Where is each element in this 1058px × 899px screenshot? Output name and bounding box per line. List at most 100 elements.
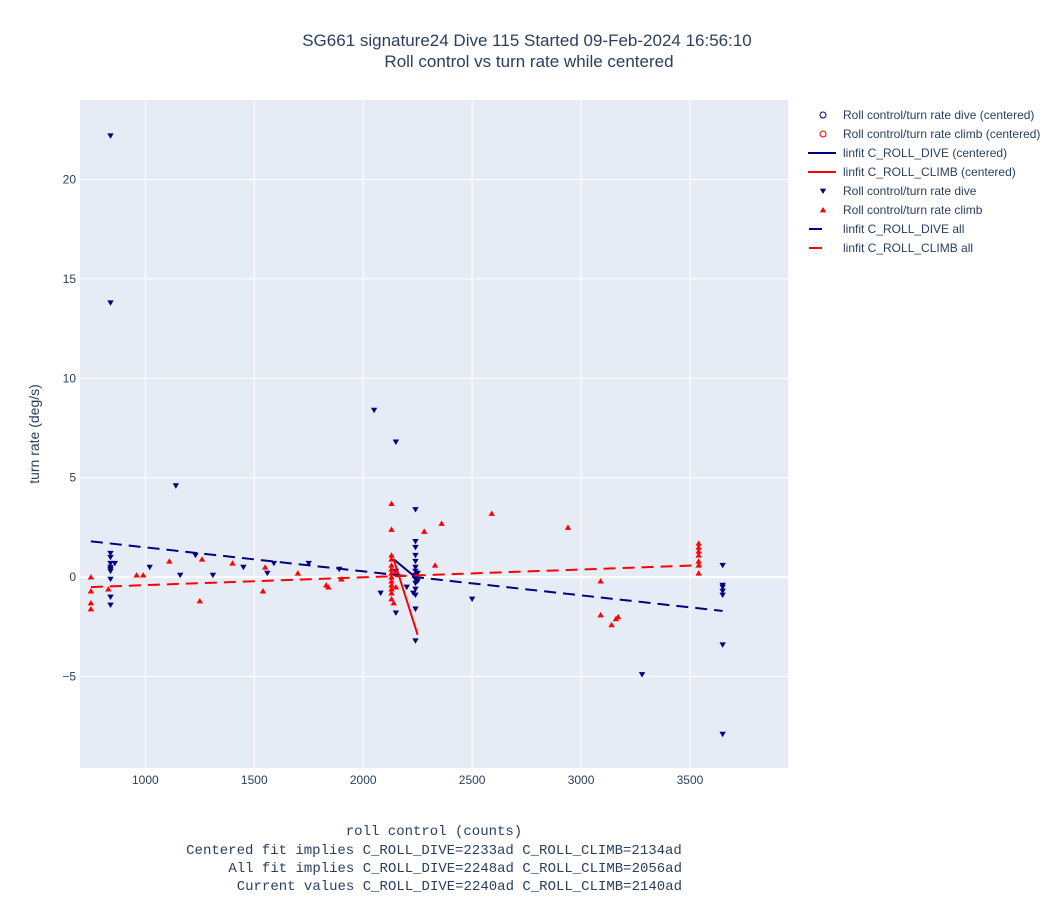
data-point [719, 592, 726, 599]
series-6 [90, 540, 723, 612]
data-point [87, 599, 95, 606]
legend-label: linfit C_ROLL_DIVE (centered) [843, 146, 1007, 160]
data-point [146, 564, 153, 571]
y-tick-label: 15 [63, 272, 77, 286]
data-point [388, 562, 395, 568]
data-point [412, 544, 419, 551]
chart-title: SG661 signature24 Dive 115 Started 09-Fe… [302, 31, 752, 50]
y-tick-label: 10 [63, 371, 77, 385]
legend-item: linfit C_ROLL_CLIMB (centered) [808, 165, 1016, 179]
data-point [695, 540, 702, 546]
data-point [392, 439, 400, 445]
data-point [107, 594, 114, 601]
legend-label: Roll control/turn rate climb (centered) [843, 127, 1040, 141]
data-point [107, 568, 114, 575]
data-point [638, 672, 646, 678]
data-point [597, 578, 604, 584]
data-point [390, 599, 397, 606]
data-point [468, 596, 476, 603]
x-note-all-fit: All fit implies C_ROLL_DIVE=2248ad C_ROL… [228, 861, 682, 877]
x-tick-label: 2000 [350, 773, 377, 787]
fit-line [393, 558, 419, 580]
data-point [488, 510, 495, 516]
data-point [392, 584, 400, 590]
data-point [388, 586, 395, 592]
data-point [139, 572, 147, 578]
legend-label: Roll control/turn rate dive (centered) [843, 108, 1034, 122]
data-point [325, 584, 332, 590]
data-point [388, 596, 395, 602]
data-point [388, 500, 395, 506]
data-point [392, 610, 400, 616]
data-point [87, 605, 95, 612]
data-point [412, 638, 419, 644]
data-point [264, 570, 271, 577]
data-point [105, 586, 112, 592]
legend-label: linfit C_ROLL_DIVE all [843, 222, 964, 236]
data-point [608, 621, 615, 628]
data-point [438, 520, 445, 526]
data-point [177, 572, 184, 579]
x-axis-ticks: 1000 1500 2000 2500 3000 3500 [132, 773, 704, 787]
data-point [695, 544, 702, 550]
legend-swatch [819, 188, 827, 194]
fit-line [90, 564, 701, 589]
legend-swatch [819, 207, 827, 213]
data-point [412, 558, 419, 565]
data-point [412, 606, 419, 612]
y-tick-label: 5 [69, 471, 76, 485]
data-point [133, 572, 140, 578]
data-point [412, 586, 419, 593]
plot-background [80, 100, 788, 768]
data-point [719, 562, 726, 569]
data-point [695, 552, 702, 558]
legend-item: linfit C_ROLL_DIVE (centered) [808, 146, 1007, 160]
data-point [87, 574, 95, 580]
y-tick-label: −5 [62, 670, 76, 684]
legend-label: linfit C_ROLL_CLIMB (centered) [843, 165, 1016, 179]
series-2 [393, 558, 419, 580]
data-point [403, 584, 410, 591]
data-point [412, 538, 419, 545]
x-tick-label: 3500 [677, 773, 704, 787]
data-point [388, 552, 395, 558]
legend-label: Roll control/turn rate dive [843, 184, 977, 198]
data-point [412, 552, 419, 559]
data-point [305, 560, 312, 567]
legend-item: Roll control/turn rate dive (centered) [819, 108, 1034, 122]
data-point [719, 731, 726, 738]
data-point [240, 564, 247, 571]
data-point [695, 558, 702, 564]
data-point [198, 556, 206, 562]
data-point [166, 558, 173, 564]
data-point [196, 598, 204, 604]
data-point [107, 602, 114, 608]
data-point [392, 568, 400, 574]
data-point [719, 642, 726, 648]
data-point [412, 592, 419, 599]
data-point [370, 407, 378, 414]
legend-item: linfit C_ROLL_DIVE all [809, 222, 964, 236]
data-point [294, 570, 302, 576]
y-tick-label: 0 [69, 570, 76, 584]
data-point [87, 588, 95, 594]
data-point [388, 582, 395, 588]
data-point [614, 613, 622, 620]
data-point [414, 578, 421, 585]
legend: Roll control/turn rate dive (centered) Ro… [808, 108, 1040, 255]
data-point [209, 572, 217, 579]
legend-item: Roll control/turn rate climb (centered) [819, 127, 1040, 141]
x-axis-label: roll control (counts) [346, 824, 522, 840]
legend-swatch [819, 130, 827, 138]
x-tick-label: 1500 [241, 773, 268, 787]
data-point [388, 574, 395, 580]
data-point [172, 483, 180, 489]
data-point [420, 528, 428, 534]
data-point [388, 590, 395, 596]
data-point [111, 560, 119, 567]
data-point [388, 526, 395, 532]
x-tick-label: 2500 [459, 773, 486, 787]
data-point [259, 588, 267, 594]
data-point [414, 570, 421, 577]
